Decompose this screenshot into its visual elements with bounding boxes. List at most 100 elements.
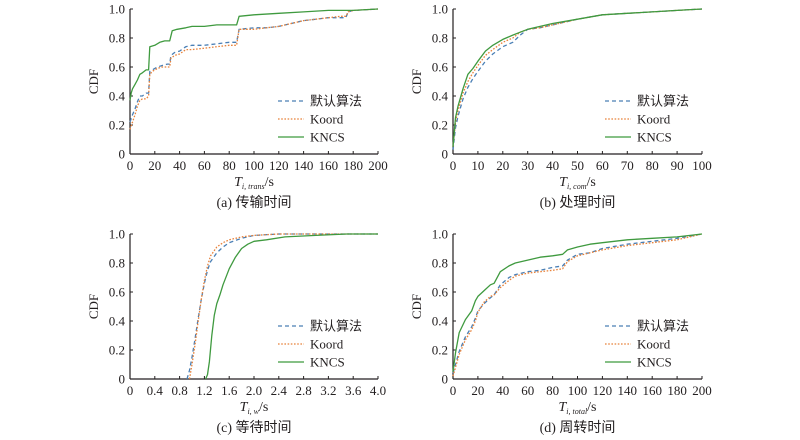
x-tick-label: 100 xyxy=(244,158,264,173)
x-tick-label: 2.4 xyxy=(271,383,288,398)
x-tick-label: 100 xyxy=(692,158,712,173)
legend-label: KNCS xyxy=(310,130,345,145)
legend: 默认算法 Koord KNCS xyxy=(605,319,689,370)
y-axis-label: CDF xyxy=(86,69,101,94)
y-tick-label: 0.4 xyxy=(109,314,126,329)
y-tick-label: 0.6 xyxy=(432,285,449,300)
chart-panel-a: 0 20 40 60 80 100 120 140 160 180 200 0 0.2 0.4 0.6 0.8… xyxy=(86,2,388,212)
series-line-kncs xyxy=(205,233,378,380)
x-tick-label: 140 xyxy=(618,383,638,398)
x-axis-label: Ti, total/s xyxy=(558,400,596,416)
series-line-koord xyxy=(452,8,703,147)
panel-caption: (b) 处理时间 xyxy=(540,195,616,211)
legend-label: 默认算法 xyxy=(310,94,362,109)
y-tick-label: 0.6 xyxy=(432,60,449,75)
y-tick-label: 0 xyxy=(442,147,449,162)
series-line-default xyxy=(452,8,703,150)
x-tick-label: 80 xyxy=(223,158,236,173)
legend-label: KNCS xyxy=(637,130,672,145)
y-axis-label: CDF xyxy=(409,294,424,319)
x-tick-label: 70 xyxy=(621,158,634,173)
x-axis-label-symbol: T xyxy=(559,175,568,190)
x-tick-label: 160 xyxy=(642,383,662,398)
y-tick-label: 0.4 xyxy=(109,89,126,104)
series-line-koord xyxy=(452,233,703,377)
x-tick-label: 20 xyxy=(496,158,509,173)
x-tick-label: 180 xyxy=(343,158,363,173)
x-tick-label: 20 xyxy=(148,158,161,173)
y-tick-label: 0.6 xyxy=(109,60,126,75)
x-tick-label: 50 xyxy=(571,158,584,173)
panel-caption: (a) 传输时间 xyxy=(216,195,291,211)
panel-caption: (c) 等待时间 xyxy=(216,419,291,436)
series-line-kncs xyxy=(129,8,379,101)
y-tick-label: 0.6 xyxy=(109,285,126,300)
legend-label: 默认算法 xyxy=(310,319,362,334)
series-line-koord xyxy=(188,233,378,380)
x-tick-label: 30 xyxy=(521,158,534,173)
legend: 默认算法 Koord KNCS xyxy=(278,319,362,370)
legend: 默认算法 Koord KNCS xyxy=(278,94,362,145)
x-tick-label: 10 xyxy=(471,158,484,173)
x-axis-label-subscript: i, total xyxy=(566,407,588,416)
x-tick-label: 60 xyxy=(198,158,211,173)
x-tick-label: 40 xyxy=(173,158,186,173)
chart-panel-c: 0 0.4 0.8 1.2 1.6 2.0 2.4 2.8 3.2 3.6 4.0 0 0.2 0.4 0.… xyxy=(86,227,386,437)
x-axis-label: Ti, w/s xyxy=(240,400,269,416)
x-tick-label: 20 xyxy=(471,383,484,398)
x-tick-label: 4.0 xyxy=(370,383,386,398)
x-tick-label: 60 xyxy=(521,383,534,398)
x-tick-label: 0 xyxy=(450,383,457,398)
x-tick-label: 0.8 xyxy=(171,383,187,398)
legend-label: 默认算法 xyxy=(637,94,689,109)
x-tick-label: 40 xyxy=(496,383,509,398)
x-axis-label-subscript: i, com xyxy=(567,182,587,191)
y-axis-label: CDF xyxy=(86,294,101,319)
x-axis-label-symbol: T xyxy=(558,400,567,415)
x-tick-label: 80 xyxy=(546,383,559,398)
legend-label: 默认算法 xyxy=(637,319,689,334)
legend-label: KNCS xyxy=(310,355,345,370)
x-axis-label: Ti, trans/s xyxy=(234,175,274,191)
x-tick-label: 160 xyxy=(319,158,339,173)
x-tick-label: 200 xyxy=(368,158,388,173)
legend-label: KNCS xyxy=(637,355,672,370)
x-tick-label: 120 xyxy=(269,158,289,173)
panel-caption: (d) 周转时间 xyxy=(540,420,616,436)
x-tick-label: 140 xyxy=(294,158,314,173)
x-tick-label: 0 xyxy=(127,158,134,173)
y-axis-label: CDF xyxy=(409,69,424,94)
y-tick-label: 0 xyxy=(119,372,126,387)
x-axis-label-symbol: T xyxy=(240,400,249,415)
x-tick-label: 120 xyxy=(593,383,613,398)
x-axis-label-subscript: i, w xyxy=(247,407,259,416)
y-tick-label: 1.0 xyxy=(109,2,125,17)
y-tick-label: 0 xyxy=(119,147,126,162)
x-axis-label-symbol: T xyxy=(234,175,243,190)
y-tick-label: 1.0 xyxy=(432,227,448,242)
series-line-kncs xyxy=(452,8,703,147)
x-tick-label: 3.2 xyxy=(320,383,336,398)
y-tick-label: 0.2 xyxy=(432,118,448,133)
x-tick-label: 0 xyxy=(127,383,134,398)
series-line-default xyxy=(186,233,378,380)
x-axis-label-subscript: i, trans xyxy=(242,182,265,191)
x-tick-label: 90 xyxy=(671,158,684,173)
x-tick-label: 60 xyxy=(596,158,609,173)
x-tick-label: 40 xyxy=(546,158,559,173)
series-line-kncs xyxy=(452,233,703,372)
legend-label: Koord xyxy=(310,112,344,127)
x-tick-label: 100 xyxy=(568,383,588,398)
x-tick-label: 1.2 xyxy=(196,383,212,398)
x-tick-label: 2.8 xyxy=(295,383,311,398)
x-axis-label-unit: /s xyxy=(259,400,268,415)
y-tick-label: 0.2 xyxy=(109,343,125,358)
chart-panel-d: 0 20 40 60 80 100 120 140 160 180 200 0 0.2 0.4 0.6 0.8… xyxy=(409,227,712,437)
legend: 默认算法 Koord KNCS xyxy=(605,94,689,145)
x-tick-label: 3.6 xyxy=(345,383,362,398)
series-line-default xyxy=(452,233,703,374)
x-tick-label: 2.0 xyxy=(246,383,262,398)
x-tick-label: 180 xyxy=(667,383,687,398)
y-tick-label: 0.8 xyxy=(432,256,448,271)
